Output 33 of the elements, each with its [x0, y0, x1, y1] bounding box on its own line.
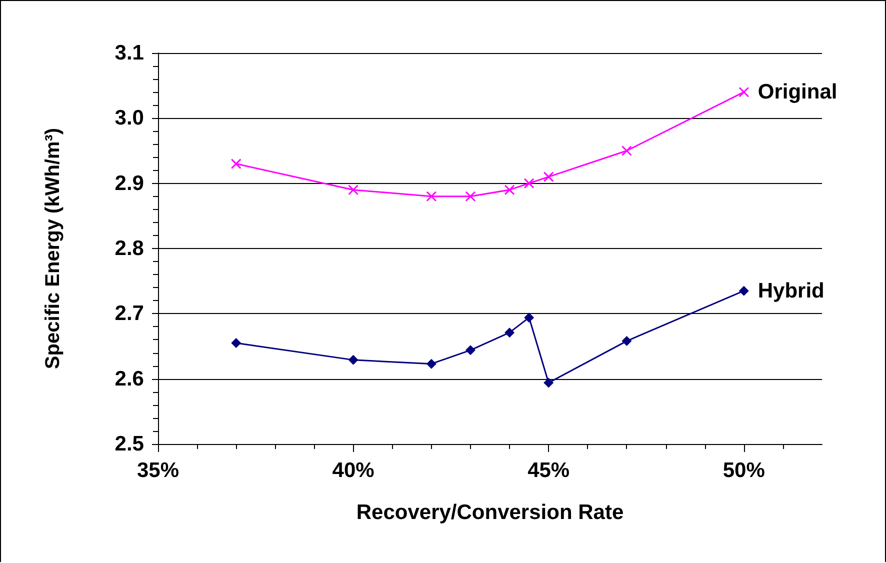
point: [465, 191, 476, 202]
point: [348, 354, 358, 365]
x-tick-label: 50%: [722, 459, 766, 482]
x-tick-label: 45%: [528, 459, 570, 482]
point: [524, 178, 534, 189]
y-tick-label: 3.1: [114, 42, 144, 64]
y-tick-label: 3.0: [114, 106, 144, 130]
point: [543, 172, 554, 182]
x-axis-title: Recovery/Conversion Rate: [356, 501, 624, 524]
x-tick-label: 35%: [136, 459, 180, 482]
point: [544, 378, 554, 388]
point: [738, 286, 749, 296]
y-tick-label: 2.6: [114, 367, 144, 390]
point: [738, 86, 750, 98]
point: [231, 338, 242, 348]
y-tick-label: 2.7: [114, 302, 144, 326]
point: [348, 184, 359, 196]
series-label: Original: [758, 80, 838, 104]
x-tick-label: 40%: [332, 459, 375, 482]
point: [426, 358, 436, 369]
point: [504, 184, 515, 196]
point: [504, 328, 515, 338]
point: [426, 191, 437, 202]
y-tick-label: 2.8: [114, 237, 144, 260]
y-tick-label: 2.5: [114, 432, 144, 456]
y-axis-title: Specific Energy (kWh/m³): [42, 128, 64, 370]
point: [524, 312, 534, 323]
point: [465, 345, 476, 356]
point: [230, 158, 242, 170]
point: [622, 336, 632, 346]
series-label: Hybrid: [758, 279, 824, 302]
point: [621, 146, 632, 156]
y-tick-label: 2.9: [114, 172, 144, 195]
